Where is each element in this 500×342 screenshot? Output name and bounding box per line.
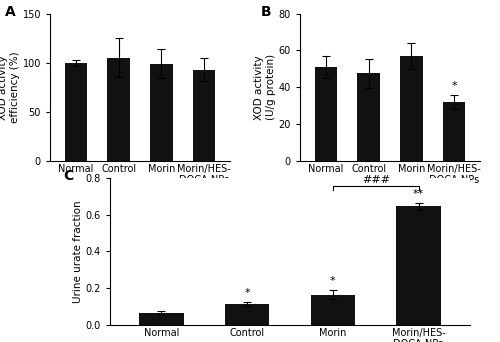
Y-axis label: XOD activity
efficiency (%): XOD activity efficiency (%) <box>0 51 20 123</box>
Y-axis label: Urine urate fraction: Urine urate fraction <box>73 200 83 303</box>
Bar <box>225 304 270 325</box>
Bar <box>64 63 87 161</box>
Bar <box>150 64 172 161</box>
Text: *: * <box>330 276 336 286</box>
Bar <box>358 74 380 161</box>
Bar <box>310 294 355 325</box>
Bar <box>193 69 216 161</box>
Text: B: B <box>260 5 271 19</box>
Bar <box>396 206 441 325</box>
Bar <box>314 67 337 161</box>
Y-axis label: XOD activity
(U/g protein): XOD activity (U/g protein) <box>254 54 276 120</box>
Bar <box>108 58 130 161</box>
Text: A: A <box>5 5 16 19</box>
Text: ###: ### <box>362 175 390 185</box>
Text: *: * <box>452 81 457 91</box>
Bar <box>400 56 422 161</box>
Text: *: * <box>244 288 250 298</box>
Bar <box>139 313 184 325</box>
Text: **: ** <box>413 189 424 199</box>
Text: C: C <box>63 169 74 183</box>
Bar <box>443 102 466 161</box>
